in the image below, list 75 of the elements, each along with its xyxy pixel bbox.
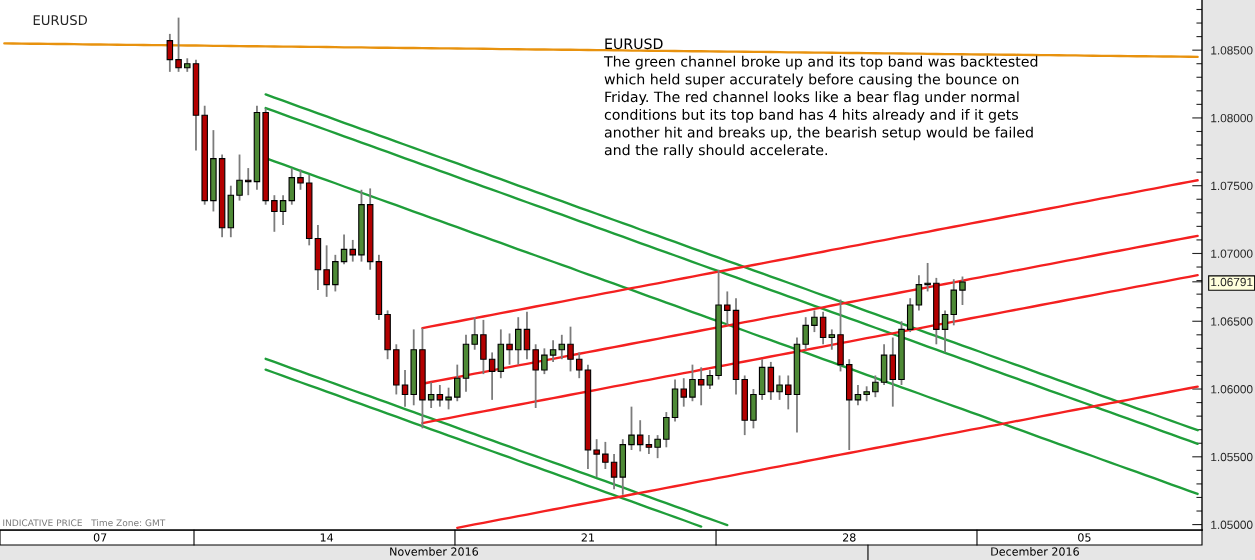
candlestick xyxy=(959,275,966,306)
line-series xyxy=(421,273,1199,425)
candlestick xyxy=(175,16,182,73)
x-tick-label: 07 xyxy=(93,533,107,542)
candlestick xyxy=(236,153,243,202)
candlestick xyxy=(593,438,600,479)
candlestick xyxy=(724,290,731,327)
text: November 2016 xyxy=(390,547,479,556)
candlestick xyxy=(610,453,618,491)
candlestick xyxy=(279,194,287,226)
text: EURUSD xyxy=(33,15,88,26)
candlestick xyxy=(636,419,644,453)
candlestick xyxy=(297,168,304,191)
candlestick xyxy=(445,386,452,411)
candlestick xyxy=(340,233,348,266)
candlestick xyxy=(271,194,278,233)
candlestick xyxy=(802,316,809,351)
candlestick xyxy=(323,244,330,298)
text: December 2016 xyxy=(991,547,1079,556)
candlestick xyxy=(532,343,539,409)
x-tick-label: 21 xyxy=(581,533,594,542)
y-tick-label: 1.06791 xyxy=(1211,277,1253,287)
x-tick-label: 28 xyxy=(842,533,856,542)
candlestick xyxy=(602,440,609,470)
candlestick xyxy=(924,262,931,293)
candlestick xyxy=(785,374,792,411)
candlestick xyxy=(776,374,783,401)
y-tick-label: 1.07500 xyxy=(1211,181,1253,191)
x-tick-label: 14 xyxy=(320,533,334,542)
y-tick-label: 1.06500 xyxy=(1211,317,1253,326)
candlestick xyxy=(680,377,688,408)
candlestick xyxy=(471,316,478,351)
x-tick-label: 05 xyxy=(1078,533,1091,542)
candlestick xyxy=(828,328,836,351)
candlestick xyxy=(654,434,661,460)
candlestick xyxy=(663,411,670,449)
candlestick xyxy=(166,32,174,73)
candlestick xyxy=(349,239,357,263)
candlestick xyxy=(819,310,827,346)
candlestick xyxy=(872,374,879,399)
candlestick xyxy=(488,351,496,401)
candlestick xyxy=(706,369,714,390)
candlestick xyxy=(541,347,548,376)
line-series xyxy=(456,385,1199,530)
candlestick xyxy=(915,274,923,312)
candlestick xyxy=(549,339,557,363)
candlestick xyxy=(523,310,531,361)
y-tick-label: 1.06000 xyxy=(1211,385,1253,394)
candlestick xyxy=(854,384,862,407)
candlestick xyxy=(427,381,435,409)
candlestick xyxy=(941,309,949,354)
candlestick xyxy=(811,309,818,334)
candlestick xyxy=(506,332,513,366)
y-tick-label: 1.05500 xyxy=(1211,452,1253,462)
candlestick xyxy=(244,167,252,197)
annotation: INDICATIVE PRICE Time Zone: GMT xyxy=(3,519,166,527)
line-series xyxy=(421,179,1199,330)
candlestick xyxy=(567,325,574,373)
y-tick-label: 1.07000 xyxy=(1211,249,1253,258)
candlestick xyxy=(628,405,635,451)
candlestick xyxy=(514,316,522,366)
y-tick-label: 1.08000 xyxy=(1211,113,1253,123)
candlestick xyxy=(454,363,461,403)
candlestick xyxy=(401,369,409,408)
y-tick-label: 1.05000 xyxy=(1211,520,1253,529)
candlestick xyxy=(645,434,653,455)
candlestick xyxy=(436,384,444,408)
candlestick xyxy=(689,363,696,403)
candlestick xyxy=(697,366,705,407)
candlestick xyxy=(558,333,566,361)
candlestick xyxy=(332,253,339,293)
candlestick xyxy=(288,167,296,206)
annotation: EURUSD The green channel broke up and its top band was backtested which held super accurately before causing the bounce on Friday. The red channel looks like a bear flag under normal conditions but its top band has 4 hits already and if it gets another hit and breaks up, the bearish setup would be failed and the rally should accelerate. xyxy=(603,38,1038,159)
y-tick-label: 1.08500 xyxy=(1211,46,1253,55)
candlestick xyxy=(575,351,583,380)
